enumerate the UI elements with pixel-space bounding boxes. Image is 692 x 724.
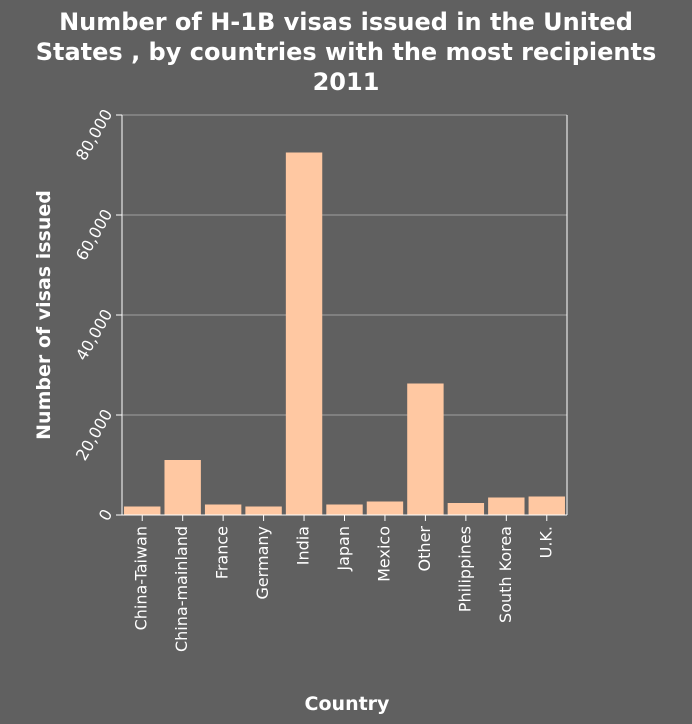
bar-china-mainland xyxy=(164,460,201,515)
x-tick-label: India xyxy=(294,526,313,565)
bar-india xyxy=(285,152,323,515)
y-tick-labels: 0 20,000 40,000 60,000 80,000 xyxy=(72,106,116,524)
bar-germany xyxy=(245,506,282,515)
bar-south-korea xyxy=(488,497,525,515)
bar-france xyxy=(204,504,242,515)
x-tick-label: Other xyxy=(415,526,434,572)
chart-title-line-1: Number of H-1B visas issued in the Unite… xyxy=(59,8,633,36)
y-tick-label: 0 xyxy=(95,506,117,524)
x-tick-label: China-mainland xyxy=(172,526,191,652)
x-tick-label: Mexico xyxy=(374,526,393,582)
x-tick-label: Germany xyxy=(253,526,272,600)
bar-china-taiwan xyxy=(124,506,161,515)
y-tick-label: 20,000 xyxy=(72,406,116,464)
x-tick-label: South Korea xyxy=(496,526,515,623)
gridlines xyxy=(116,114,567,521)
chart-title-line-2: States , by countries with the most reci… xyxy=(36,38,657,66)
axes xyxy=(121,115,568,516)
y-tick-label: 60,000 xyxy=(72,206,116,264)
bars xyxy=(124,152,565,515)
x-tick-labels: China-Taiwan China-mainland France Germany I… xyxy=(132,526,556,652)
x-tick-label: France xyxy=(213,526,232,579)
y-tick-label: 80,000 xyxy=(72,106,116,164)
x-axis-title: Country xyxy=(305,693,391,715)
x-tick-label: Philippines xyxy=(455,526,474,612)
x-tick-label: Japan xyxy=(334,526,353,572)
bar-mexico xyxy=(366,501,404,515)
x-tick-label: China-Taiwan xyxy=(132,526,151,630)
y-axis-title: Number of visas issued xyxy=(33,190,55,440)
bar-philippines xyxy=(447,503,485,515)
bar-other xyxy=(407,383,444,515)
bar-u-k- xyxy=(528,496,565,515)
chart-title-line-3: 2011 xyxy=(313,68,380,96)
y-tick-label: 40,000 xyxy=(72,306,116,364)
chart-title: Number of H-1B visas issued in the Unite… xyxy=(36,8,657,96)
bar-japan xyxy=(326,504,363,515)
x-tick-label: U.K. xyxy=(536,526,555,558)
